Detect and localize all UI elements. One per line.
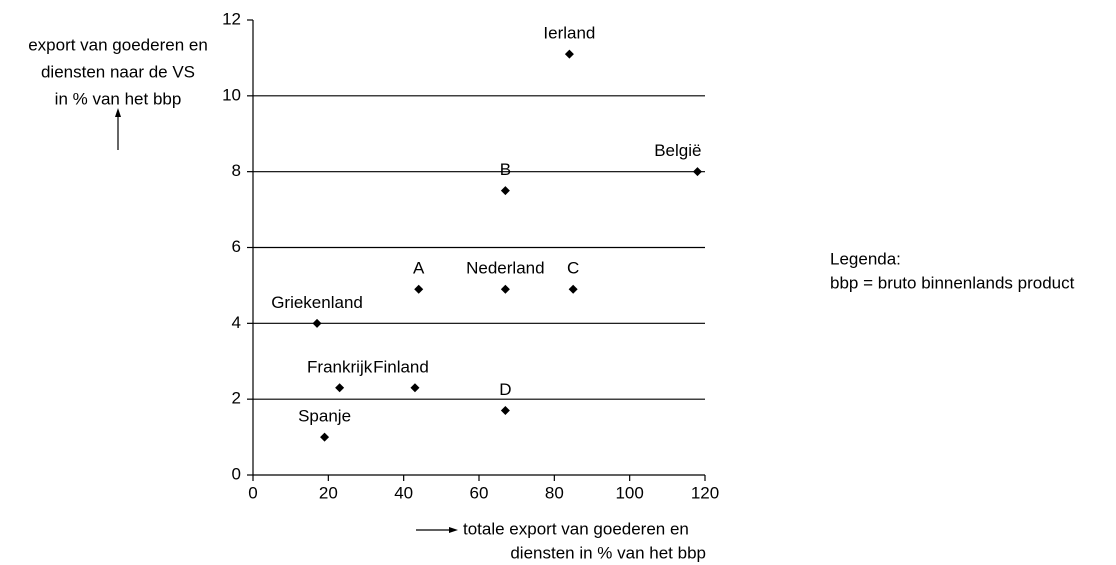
y-tick-label: 2: [232, 389, 241, 408]
point: [335, 383, 345, 393]
legend-text: Legenda:: [830, 249, 901, 268]
x-arrow-head: [449, 527, 458, 533]
x-tick-label: 40: [394, 483, 413, 502]
x-tick-label: 100: [615, 483, 643, 502]
x-tick-label: 0: [248, 483, 257, 502]
point-label: Nederland: [466, 259, 544, 278]
point-label: A: [413, 259, 425, 278]
point: [414, 284, 424, 294]
point-label: Griekenland: [271, 293, 363, 312]
point: [692, 167, 702, 177]
point-label: Ierland: [543, 24, 595, 43]
y-tick-label: 10: [222, 85, 241, 104]
point: [312, 318, 322, 328]
point: [500, 406, 510, 416]
y-axis-label: export van goederen en: [28, 35, 208, 54]
point-label: Finland: [373, 357, 429, 376]
y-axis-label: in % van het bbp: [55, 89, 182, 108]
point-label: Spanje: [298, 407, 351, 426]
x-tick-label: 20: [319, 483, 338, 502]
y-tick-label: 0: [232, 464, 241, 483]
x-tick-label: 80: [545, 483, 564, 502]
point: [410, 383, 420, 393]
point-label: België: [654, 141, 701, 160]
point: [320, 432, 330, 442]
point-label: Frankrijk: [307, 357, 373, 376]
point: [500, 186, 510, 196]
x-axis-label: diensten in % van het bbp: [510, 543, 706, 562]
point: [564, 49, 574, 59]
y-tick-label: 12: [222, 9, 241, 28]
y-tick-label: 8: [232, 161, 241, 180]
x-tick-label: 60: [470, 483, 489, 502]
y-tick-label: 6: [232, 237, 241, 256]
x-axis-label: totale export van goederen en: [463, 519, 689, 538]
point-label: C: [567, 259, 579, 278]
point-label: B: [500, 160, 511, 179]
y-tick-label: 4: [232, 313, 241, 332]
y-arrow-head: [115, 108, 121, 117]
point: [500, 284, 510, 294]
x-tick-label: 120: [691, 483, 719, 502]
point: [568, 284, 578, 294]
point-label: D: [499, 380, 511, 399]
y-axis-label: diensten naar de VS: [41, 62, 195, 81]
legend-text: bbp = bruto binnenlands product: [830, 273, 1075, 292]
